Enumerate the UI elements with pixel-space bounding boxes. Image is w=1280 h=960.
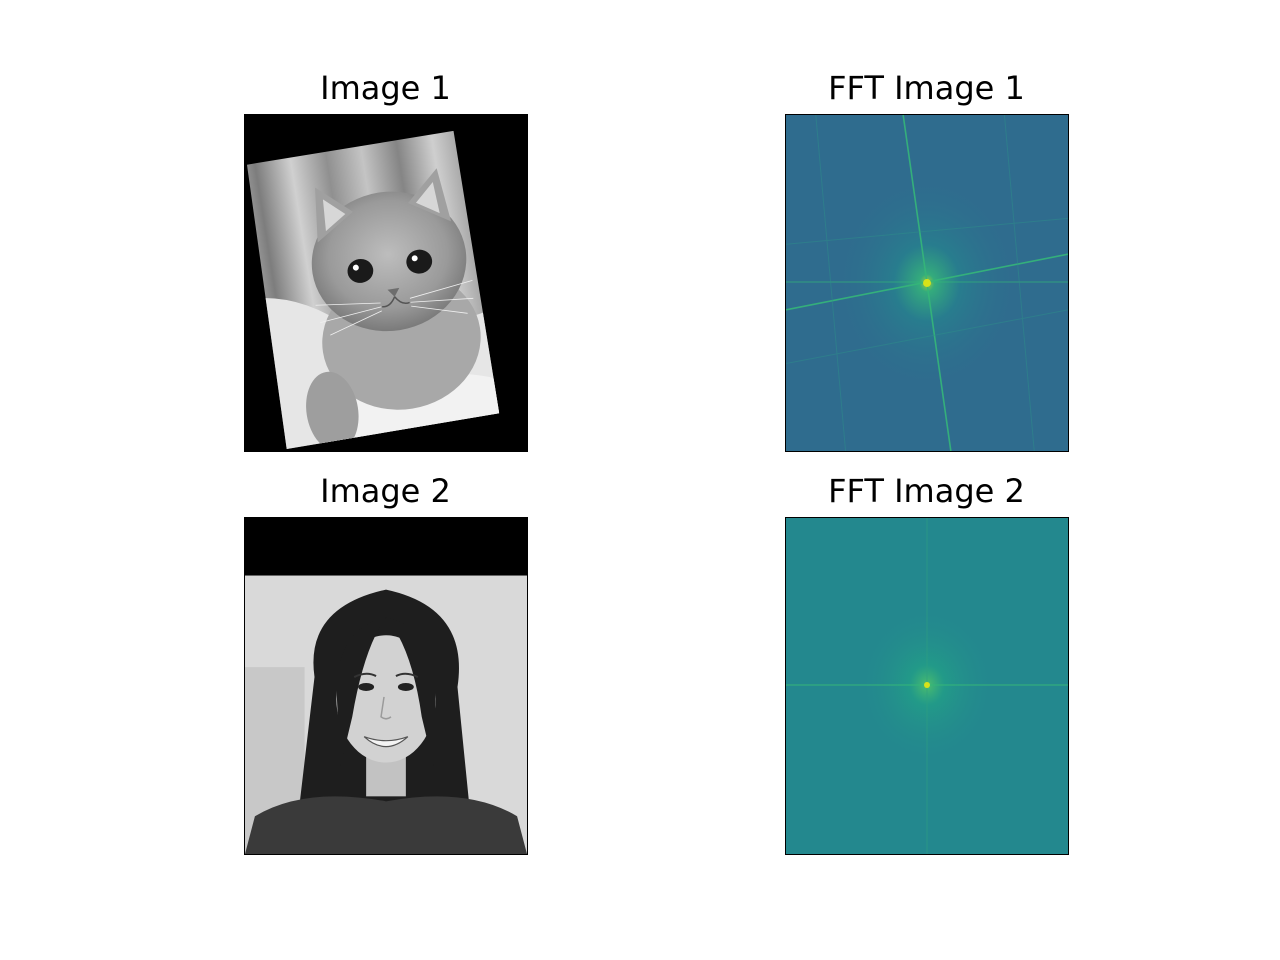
cat-photo	[245, 115, 527, 451]
fft-image-1-axes	[785, 114, 1069, 452]
fft-image-2-axes	[785, 517, 1069, 855]
fft-spectrum-2	[786, 518, 1068, 854]
panel-title-fft-image-2: FFT Image 2	[785, 475, 1068, 507]
panel-title-fft-image-1: FFT Image 1	[785, 72, 1068, 104]
panel-title-image-1: Image 1	[244, 72, 527, 104]
fft-spectrum-1	[786, 115, 1068, 451]
panel-title-image-2: Image 2	[244, 475, 527, 507]
image-2-axes	[244, 517, 528, 855]
portrait-photo	[245, 518, 527, 854]
image-1-axes	[244, 114, 528, 452]
